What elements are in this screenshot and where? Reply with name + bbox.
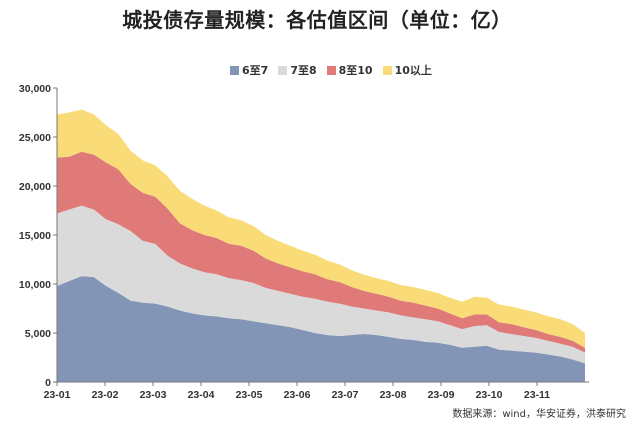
y-tick-label: 20,000 bbox=[19, 181, 51, 193]
legend-swatch bbox=[230, 65, 239, 75]
x-tick-label: 23-04 bbox=[188, 389, 215, 401]
legend-swatch bbox=[326, 65, 336, 75]
series-area-1 bbox=[57, 276, 585, 382]
series-area-2 bbox=[57, 205, 585, 364]
x-tick-label: 23-11 bbox=[524, 389, 550, 401]
legend-swatch bbox=[382, 65, 392, 75]
y-tick-label: 10,000 bbox=[19, 279, 51, 291]
y-tick-label: 15,000 bbox=[19, 230, 51, 242]
legend-item: 10以上 bbox=[382, 62, 432, 78]
x-tick-label: 23-10 bbox=[476, 389, 503, 401]
data-source-note: 数据来源：wind，华安证券，洪泰研究 bbox=[452, 409, 626, 420]
y-tick-label: 30,000 bbox=[19, 83, 51, 95]
x-tick-label: 23-03 bbox=[140, 389, 167, 401]
series-area-3 bbox=[57, 151, 585, 353]
y-tick-label: 0 bbox=[45, 377, 51, 389]
x-tick-label: 23-05 bbox=[236, 389, 263, 401]
legend-label: 6至7 bbox=[242, 64, 269, 77]
x-tick-label: 23-06 bbox=[284, 389, 311, 401]
legend-label: 8至10 bbox=[338, 64, 373, 77]
legend-item: 6至7 bbox=[230, 62, 268, 78]
legend-label: 7至8 bbox=[290, 64, 317, 77]
x-tick-label: 23-09 bbox=[428, 389, 455, 401]
legend-swatch bbox=[278, 65, 288, 75]
series-area-4 bbox=[57, 109, 585, 348]
legend-label: 10以上 bbox=[394, 64, 432, 77]
chart-title: 城投债存量规模：各估值区间（单位：亿） bbox=[122, 8, 512, 32]
x-tick-label: 23-02 bbox=[92, 389, 119, 401]
chart-legend: 6至7 7至8 8至10 10以上 bbox=[230, 62, 432, 78]
legend-item: 8至10 bbox=[326, 62, 373, 78]
x-tick-label: 23-08 bbox=[380, 389, 407, 401]
y-tick-label: 25,000 bbox=[19, 132, 51, 144]
x-tick-label: 23-01 bbox=[44, 389, 71, 401]
legend-item: 7至8 bbox=[278, 62, 317, 78]
x-tick-label: 23-07 bbox=[332, 389, 359, 401]
y-tick-label: 5,000 bbox=[25, 328, 51, 340]
